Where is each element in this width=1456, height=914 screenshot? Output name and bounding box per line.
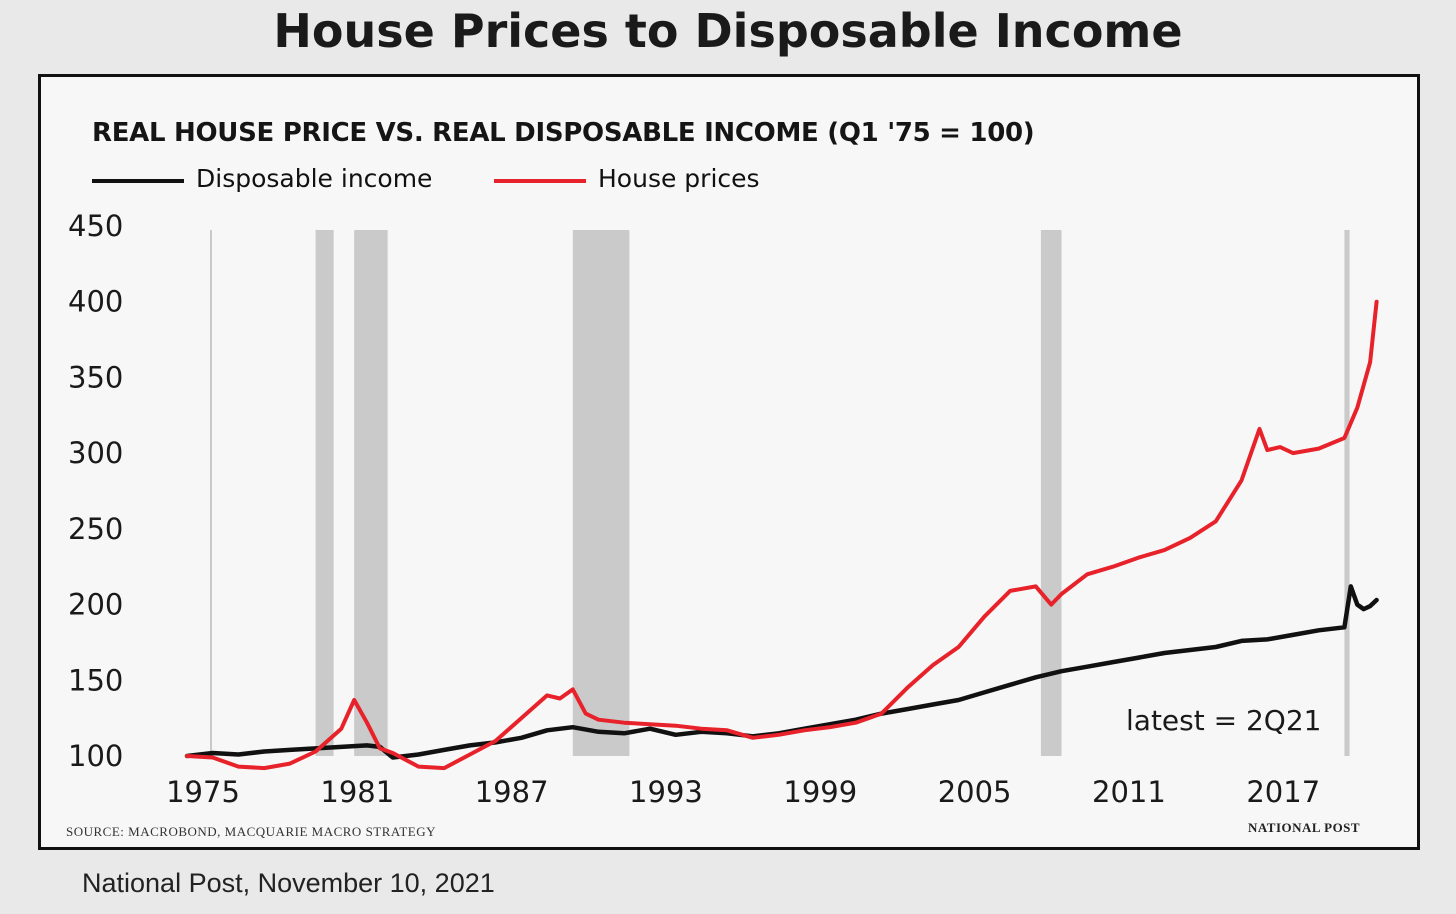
publisher-credit: NATIONAL POST: [1248, 820, 1361, 835]
legend-swatch-house-prices: [494, 179, 586, 183]
x-tick-label-1987: 1987: [475, 775, 549, 809]
latest-annotation: latest = 2Q21: [1126, 704, 1321, 737]
x-tick-label-2017: 2017: [1246, 775, 1320, 809]
x-tick-label-1993: 1993: [629, 775, 703, 809]
y-tick-label-250: 250: [68, 512, 123, 546]
series-line-house-prices: [185, 299, 1379, 771]
y-tick-label-100: 100: [68, 739, 123, 773]
x-tick-label-1981: 1981: [320, 775, 394, 809]
source-note: SOURCE: MACROBOND, MACQUARIE MACRO STRAT…: [66, 824, 437, 839]
y-tick-label-400: 400: [68, 285, 123, 319]
recession-band-0: [315, 230, 334, 756]
x-tick-label-2011: 2011: [1092, 775, 1166, 809]
y-tick-label-350: 350: [68, 360, 123, 394]
publication-caption: National Post, November 10, 2021: [82, 868, 495, 898]
page-title: House Prices to Disposable Income: [273, 4, 1183, 58]
chart-frame: [38, 74, 1420, 850]
recession-band-1: [354, 230, 388, 756]
recession-band-3: [1040, 230, 1062, 756]
legend-label-disposable-income: Disposable income: [196, 164, 433, 193]
recession-band-4: [1344, 230, 1350, 756]
chart-title: REAL HOUSE PRICE VS. REAL DISPOSABLE INC…: [92, 118, 1035, 148]
x-tick-label-1999: 1999: [783, 775, 857, 809]
y-tick-label-150: 150: [68, 663, 123, 697]
y-tick-label-450: 450: [68, 209, 123, 243]
x-tick-label-2005: 2005: [938, 775, 1012, 809]
recession-band-2: [572, 230, 630, 756]
y-tick-label-300: 300: [68, 436, 123, 470]
legend-swatch-disposable-income: [92, 179, 184, 183]
legend-label-house-prices: House prices: [598, 164, 760, 193]
x-tick-label-1975: 1975: [166, 775, 240, 809]
y-tick-label-200: 200: [68, 588, 123, 622]
